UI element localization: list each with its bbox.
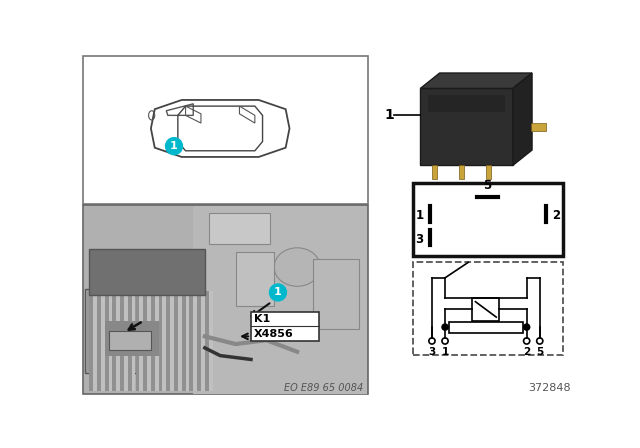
Bar [486, 165, 492, 179]
Text: 1: 1 [274, 288, 282, 297]
Circle shape [524, 324, 530, 330]
Text: X4856: X4856 [254, 329, 294, 339]
Bar [136, 291, 140, 391]
Text: 5: 5 [483, 179, 492, 192]
Bar [420, 88, 513, 165]
Text: 1: 1 [442, 347, 449, 357]
Bar [147, 291, 151, 391]
Text: 2: 2 [552, 209, 560, 222]
Text: EO E89 65 0084: EO E89 65 0084 [284, 383, 364, 392]
Bar [209, 291, 212, 391]
Bar [86, 291, 191, 371]
Bar [116, 291, 120, 391]
Bar [178, 291, 182, 391]
Text: 3: 3 [428, 347, 436, 357]
Bar [140, 291, 143, 391]
Bar [109, 331, 151, 350]
Bar [143, 291, 147, 391]
Bar [166, 291, 170, 391]
Bar [132, 291, 136, 391]
Bar [432, 165, 437, 179]
Circle shape [269, 284, 287, 301]
Ellipse shape [274, 248, 320, 286]
Bar [197, 291, 201, 391]
Bar [97, 291, 101, 391]
Bar [209, 213, 270, 244]
Bar [193, 206, 367, 394]
Bar [413, 263, 563, 355]
Bar [236, 252, 274, 306]
Text: 5: 5 [536, 347, 543, 357]
Bar [163, 291, 166, 391]
Bar [128, 291, 132, 391]
Bar [124, 291, 128, 391]
Bar [105, 291, 109, 391]
Bar [83, 205, 368, 394]
Bar [472, 298, 499, 321]
Bar [101, 291, 105, 391]
Bar [251, 312, 319, 341]
Bar [155, 291, 159, 391]
Bar [531, 123, 546, 131]
Bar [151, 291, 155, 391]
Bar [174, 291, 178, 391]
Text: 1: 1 [415, 209, 424, 222]
Bar [170, 291, 174, 391]
Bar [93, 291, 97, 391]
Bar [428, 95, 505, 112]
Bar [413, 183, 563, 256]
Bar [84, 289, 193, 373]
Bar [193, 291, 197, 391]
Bar [90, 249, 205, 295]
Text: K1: K1 [254, 314, 270, 324]
Bar [182, 291, 186, 391]
Bar [90, 291, 93, 391]
Bar [459, 165, 464, 179]
Bar [113, 291, 116, 391]
Text: 372848: 372848 [528, 383, 570, 392]
Circle shape [166, 138, 182, 155]
Text: 3: 3 [415, 233, 424, 246]
Bar [205, 291, 209, 391]
Bar [201, 291, 205, 391]
Bar [109, 291, 113, 391]
Bar [449, 322, 523, 332]
Bar [186, 291, 189, 391]
Bar [159, 291, 163, 391]
Text: 2: 2 [523, 347, 531, 357]
Polygon shape [420, 73, 532, 88]
Circle shape [442, 324, 448, 330]
Text: 1: 1 [170, 141, 178, 151]
Polygon shape [513, 73, 532, 165]
Bar [105, 321, 159, 356]
Bar [189, 291, 193, 391]
Bar [312, 259, 359, 329]
Bar [83, 56, 368, 204]
Bar [120, 291, 124, 391]
Text: 1: 1 [384, 108, 394, 122]
